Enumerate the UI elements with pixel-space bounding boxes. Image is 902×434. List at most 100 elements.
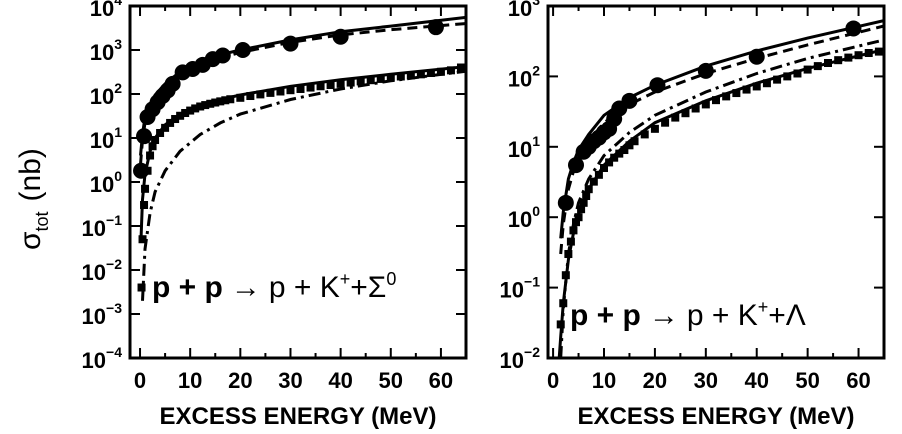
y-tick-label: 102 bbox=[90, 80, 122, 109]
y-tick-base: 10 bbox=[500, 348, 524, 373]
x-tick-label: 10 bbox=[178, 368, 202, 393]
data-point-circle bbox=[748, 48, 765, 65]
plot-area bbox=[133, 15, 466, 301]
y-tick-base: 10 bbox=[90, 128, 114, 153]
data-point-square bbox=[396, 72, 405, 81]
reaction-arrow: → bbox=[649, 299, 679, 332]
reaction-products: p + K bbox=[687, 299, 758, 332]
data-point-square bbox=[803, 65, 812, 74]
y-tick-base: 10 bbox=[82, 260, 106, 285]
data-point-square bbox=[226, 95, 235, 104]
data-point-square bbox=[171, 115, 180, 124]
data-point-square bbox=[140, 201, 149, 210]
y-tick-label: 102 bbox=[508, 62, 540, 91]
data-point-square bbox=[143, 166, 152, 175]
data-point-square bbox=[574, 213, 583, 222]
data-point-square bbox=[326, 81, 335, 90]
data-point-square bbox=[386, 73, 395, 82]
data-point-square bbox=[366, 76, 375, 85]
panel-sigma0: 0 10 20 30 40 50 6010410310210110010−110−210−3… bbox=[82, 0, 468, 430]
x-tick-label: 20 bbox=[643, 368, 667, 393]
data-point-circle bbox=[557, 194, 574, 211]
data-point-square bbox=[221, 96, 230, 105]
y-tick-label: 10−1 bbox=[82, 212, 123, 241]
data-point-square bbox=[701, 100, 710, 109]
reaction-last: +Σ bbox=[350, 271, 386, 304]
y-tick-label: 10−3 bbox=[82, 300, 123, 329]
data-point-square bbox=[600, 163, 608, 172]
reaction-beam: p + p bbox=[570, 299, 641, 332]
data-point-square bbox=[191, 104, 200, 113]
y-tick-base: 10 bbox=[90, 84, 114, 109]
data-point-square bbox=[181, 108, 190, 117]
data-point-square bbox=[426, 69, 435, 78]
reaction-label: p + p → p + K++Λ bbox=[570, 297, 806, 332]
y-tick-base: 10 bbox=[90, 172, 114, 197]
data-point-square bbox=[211, 98, 220, 107]
data-point-square bbox=[151, 136, 160, 145]
data-point-square bbox=[566, 237, 575, 246]
y-tick-exponent: 1 bbox=[532, 133, 540, 149]
data-point-square bbox=[436, 67, 445, 76]
data-point-circle bbox=[282, 35, 299, 52]
x-axis-label: EXCESS ENERGY (MeV) bbox=[160, 403, 437, 430]
data-point-square bbox=[196, 102, 205, 111]
data-point-square bbox=[615, 149, 624, 158]
y-tick-exponent: 2 bbox=[532, 62, 540, 78]
data-point-square bbox=[620, 146, 629, 155]
data-point-square bbox=[376, 74, 385, 83]
x-tick-label: 40 bbox=[744, 368, 768, 393]
series-line-dashed bbox=[139, 22, 466, 165]
data-point-circle bbox=[136, 128, 153, 145]
y-tick-base: 10 bbox=[508, 66, 532, 91]
reaction-label: p + p → p + K++Σ0 bbox=[152, 269, 396, 304]
x-tick-label: 40 bbox=[328, 368, 352, 393]
data-point-square bbox=[752, 82, 761, 91]
y-axis-label-unit: (nb) bbox=[14, 148, 47, 201]
y-tick-exponent: 3 bbox=[532, 0, 540, 8]
data-point-square bbox=[712, 96, 720, 105]
data-point-square bbox=[186, 106, 195, 115]
svg-text:σtot(nb): σtot (nb) bbox=[14, 148, 52, 250]
data-point-square bbox=[773, 75, 782, 84]
data-point-square bbox=[216, 97, 225, 106]
data-point-square bbox=[161, 123, 170, 132]
y-tick-exponent: 0 bbox=[114, 168, 122, 184]
y-tick-label: 10−4 bbox=[82, 344, 123, 373]
data-point-square bbox=[844, 53, 853, 62]
data-point-square bbox=[456, 63, 465, 72]
y-tick-exponent: −4 bbox=[106, 344, 122, 360]
data-point-square bbox=[783, 72, 792, 81]
data-point-square bbox=[824, 59, 832, 68]
y-tick-label: 104 bbox=[90, 0, 122, 21]
data-point-square bbox=[661, 118, 670, 127]
reaction-charge: + bbox=[758, 297, 769, 317]
data-point-square bbox=[346, 78, 355, 87]
y-tick-exponent: 0 bbox=[532, 203, 540, 219]
x-tick-label: 0 bbox=[134, 368, 146, 393]
plot-frame bbox=[546, 4, 886, 360]
data-point-square bbox=[296, 84, 305, 93]
y-tick-label: 101 bbox=[90, 124, 122, 153]
data-point-circle bbox=[649, 77, 666, 94]
y-tick-base: 10 bbox=[82, 216, 106, 241]
data-point-square bbox=[316, 82, 325, 91]
y-tick-exponent: −2 bbox=[524, 344, 540, 360]
data-point-circle bbox=[621, 92, 638, 109]
data-point-square bbox=[732, 89, 741, 98]
data-point-square bbox=[813, 62, 822, 71]
y-axis-label-sigma: σ bbox=[14, 231, 47, 250]
y-tick-exponent: 3 bbox=[114, 36, 122, 52]
y-tick-base: 10 bbox=[508, 0, 532, 21]
data-point-square bbox=[206, 99, 215, 108]
data-point-square bbox=[605, 158, 614, 167]
data-point-square bbox=[446, 66, 455, 75]
y-tick-exponent: 2 bbox=[114, 80, 122, 96]
data-point-square bbox=[256, 90, 265, 99]
x-tick-label: 50 bbox=[795, 368, 819, 393]
data-point-circle bbox=[214, 47, 231, 64]
data-point-square bbox=[577, 205, 586, 214]
data-point-square bbox=[594, 170, 603, 179]
x-tick-label: 50 bbox=[379, 368, 403, 393]
